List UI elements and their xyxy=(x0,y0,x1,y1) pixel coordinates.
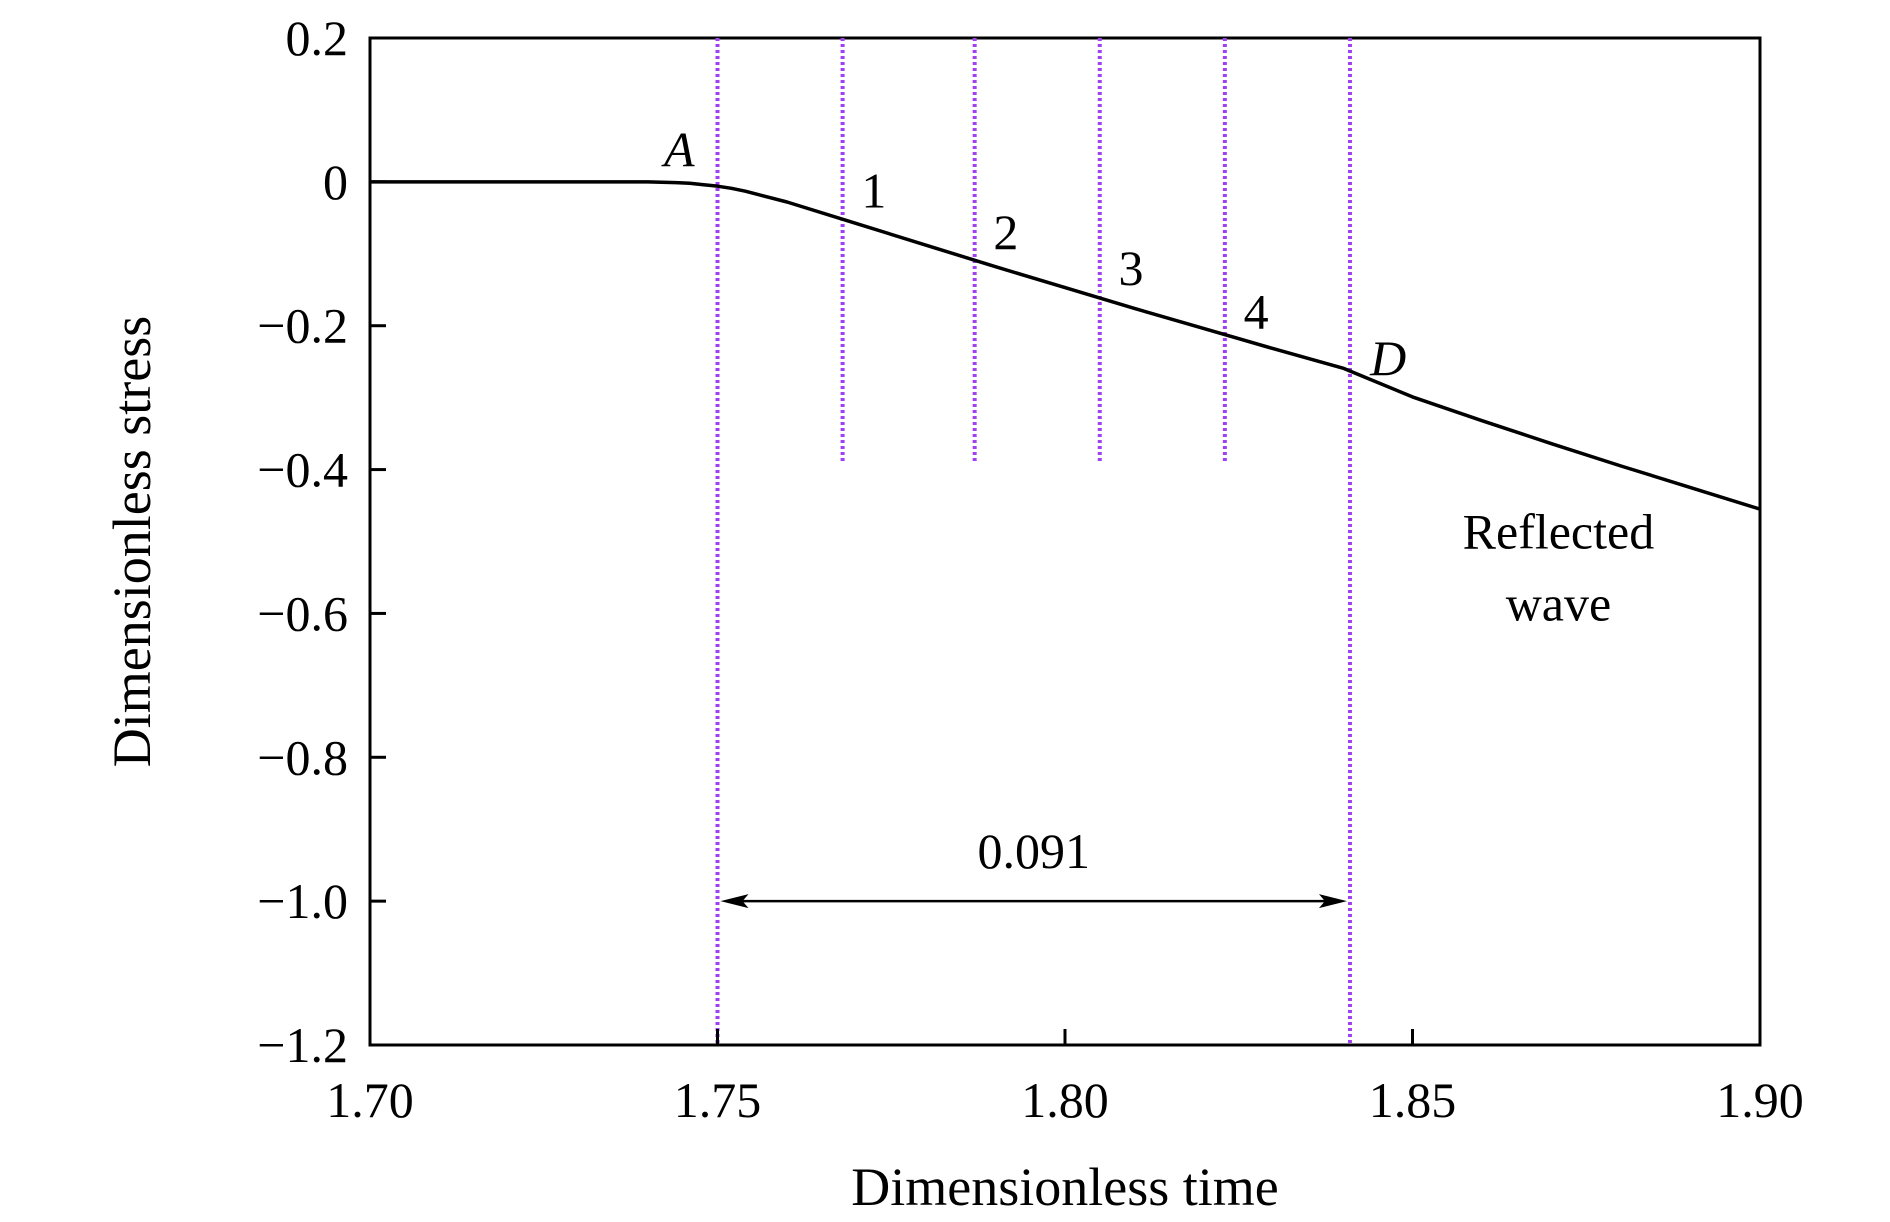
y-axis-title: Dimensionless stress xyxy=(102,316,162,768)
marker-label-4: 4 xyxy=(1244,283,1269,339)
ticks-layer: 1.70 1.75 1.80 1.85 1.90 0.2 0 −0.2 −0.4 −0.6 −0.8… xyxy=(257,10,1803,1128)
dimension-label: 0.091 xyxy=(977,823,1090,879)
x-tick-label-4: 1.90 xyxy=(1716,1072,1804,1128)
y-tick-label-1: 0 xyxy=(323,154,348,210)
marker-label-2: 2 xyxy=(993,204,1018,260)
dimension-arrow-head-right xyxy=(1318,894,1347,909)
y-tick-label-2: −0.2 xyxy=(257,298,348,354)
dimension-arrow xyxy=(720,894,1347,909)
y-tick-label-5: −0.8 xyxy=(257,729,348,785)
marker-label-A: A xyxy=(661,121,695,177)
y-tick-label-7: −1.2 xyxy=(257,1017,348,1073)
series-line-0 xyxy=(370,180,1761,511)
series-layer xyxy=(370,180,1761,511)
x-tick-label-1: 1.75 xyxy=(674,1072,762,1128)
marker-label-1: 1 xyxy=(861,162,886,218)
y-tick-label-6: −1.0 xyxy=(257,873,348,929)
x-tick-label-3: 1.85 xyxy=(1369,1072,1457,1128)
y-tick-label-4: −0.6 xyxy=(257,585,348,641)
annotation-line-1: Reflected xyxy=(1463,504,1655,560)
vertical-markers xyxy=(715,38,1352,1045)
x-tick-label-2: 1.80 xyxy=(1021,1072,1109,1128)
annotation-line-2: wave xyxy=(1506,576,1612,632)
marker-label-D: D xyxy=(1369,330,1406,386)
y-tick-label-3: −0.4 xyxy=(257,442,348,498)
dimension-arrow-head-left xyxy=(720,894,749,909)
x-tick-label-0: 1.70 xyxy=(326,1072,414,1128)
marker-label-3: 3 xyxy=(1119,240,1144,296)
y-tick-label-0: 0.2 xyxy=(286,10,349,66)
labels-layer: A 1 2 3 4 D 0.091 xyxy=(661,121,1406,878)
x-axis-title: Dimensionless time xyxy=(851,1157,1278,1217)
